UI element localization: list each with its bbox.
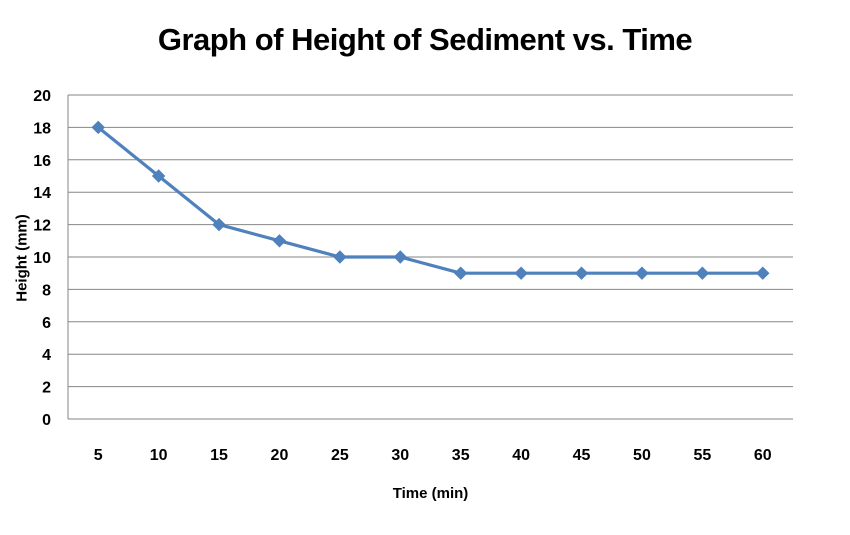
y-tick-labels: 0 2 4 6 8 10 12 14 16 18 20 [33, 88, 51, 429]
x-tick-label: 25 [331, 447, 349, 464]
data-point-marker [514, 266, 528, 280]
y-tick-label: 12 [33, 218, 51, 235]
data-point-marker [454, 266, 468, 280]
y-tick-label: 10 [33, 250, 51, 267]
y-tick-label: 14 [33, 185, 51, 202]
data-point-marker [91, 120, 105, 135]
x-tick-label: 40 [512, 447, 530, 464]
x-tick-label: 60 [754, 447, 772, 464]
y-axis-label: Height (mm) [13, 214, 31, 302]
y-tick-label: 4 [42, 347, 51, 364]
gridlines [68, 94, 793, 388]
axes [67, 95, 793, 420]
data-point-marker [635, 266, 649, 280]
data-point-marker [695, 266, 710, 280]
x-tick-label: 5 [94, 447, 103, 464]
series-line [96, 125, 765, 275]
y-tick-label: 8 [42, 282, 51, 299]
x-tick-label: 10 [150, 447, 168, 464]
chart-title: Graph of Height of Sediment vs. Time [157, 22, 693, 57]
data-point-marker [151, 169, 166, 183]
y-tick-label: 2 [42, 380, 51, 397]
x-tick-label: 55 [693, 447, 711, 464]
y-tick-label: 18 [33, 120, 51, 137]
y-tick-label: 0 [42, 412, 51, 429]
x-tick-label: 35 [452, 447, 470, 464]
data-point-marker [574, 266, 589, 280]
data-point-marker [212, 217, 226, 232]
y-tick-label: 6 [42, 315, 51, 332]
x-tick-label: 15 [210, 447, 228, 464]
data-point-marker [272, 234, 287, 248]
data-point-marker [333, 250, 347, 264]
x-tick-label: 50 [633, 447, 651, 464]
y-tick-label: 20 [33, 88, 51, 105]
series-layer [91, 120, 770, 280]
x-tick-label: 45 [573, 447, 591, 464]
data-point-marker [393, 250, 407, 264]
x-tick-labels: 5 10 15 20 25 30 35 40 45 50 55 60 [94, 447, 772, 464]
y-tick-label: 16 [33, 153, 51, 170]
x-axis-label: Time (min) [392, 485, 469, 502]
x-tick-label: 20 [271, 447, 289, 464]
x-tick-label: 30 [391, 447, 409, 464]
data-point-marker [756, 266, 770, 280]
